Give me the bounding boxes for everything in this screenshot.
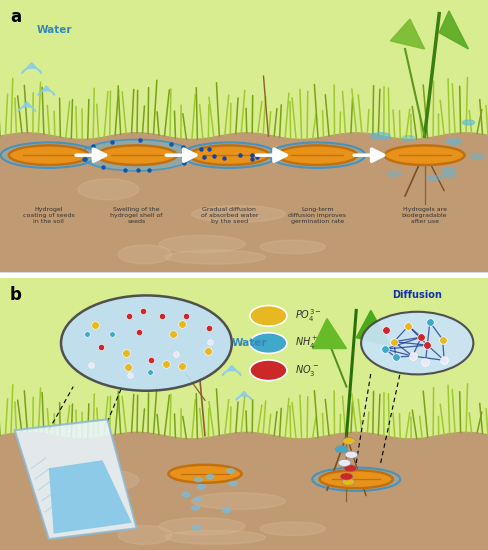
Text: Hydrogels are
biodegradable
after use: Hydrogels are biodegradable after use	[402, 207, 447, 224]
Ellipse shape	[385, 145, 465, 165]
Ellipse shape	[118, 525, 172, 544]
Text: Diffusion: Diffusion	[392, 289, 442, 300]
Circle shape	[182, 492, 190, 497]
Circle shape	[343, 438, 355, 444]
Polygon shape	[22, 63, 41, 74]
Circle shape	[361, 312, 473, 375]
Ellipse shape	[118, 245, 172, 264]
Ellipse shape	[189, 145, 269, 165]
Polygon shape	[49, 460, 132, 534]
Bar	[0, 278, 488, 436]
Ellipse shape	[402, 136, 416, 141]
Ellipse shape	[312, 468, 400, 491]
Ellipse shape	[470, 153, 485, 159]
Polygon shape	[390, 19, 425, 49]
Text: Swelling of the
hydrogel shell of
seeds: Swelling of the hydrogel shell of seeds	[110, 207, 163, 224]
Circle shape	[192, 506, 200, 510]
Polygon shape	[439, 11, 468, 49]
Ellipse shape	[1, 142, 97, 168]
Circle shape	[227, 469, 235, 473]
Polygon shape	[38, 86, 55, 95]
Circle shape	[193, 526, 201, 530]
Polygon shape	[312, 318, 346, 349]
Bar	[0, 109, 488, 136]
Ellipse shape	[78, 470, 139, 491]
Ellipse shape	[387, 171, 401, 177]
Circle shape	[345, 451, 358, 458]
Ellipse shape	[168, 465, 242, 483]
Circle shape	[194, 477, 202, 482]
Circle shape	[342, 478, 355, 486]
Polygon shape	[223, 365, 241, 376]
Circle shape	[223, 508, 230, 513]
Text: a: a	[10, 8, 21, 26]
Ellipse shape	[78, 179, 139, 200]
Ellipse shape	[165, 530, 265, 544]
Text: Water: Water	[37, 25, 72, 35]
Circle shape	[229, 481, 237, 486]
Ellipse shape	[97, 145, 177, 165]
Ellipse shape	[447, 139, 461, 144]
Ellipse shape	[81, 140, 193, 171]
Circle shape	[340, 473, 353, 480]
Bar	[0, 430, 488, 550]
Text: Hydrogel
coating of seeds
in the soil: Hydrogel coating of seeds in the soil	[23, 207, 75, 224]
Circle shape	[344, 465, 357, 472]
Circle shape	[250, 333, 287, 354]
Circle shape	[335, 446, 348, 453]
Circle shape	[338, 459, 351, 466]
Ellipse shape	[182, 142, 277, 168]
Circle shape	[206, 475, 214, 479]
Ellipse shape	[371, 133, 390, 140]
Ellipse shape	[269, 142, 365, 168]
Polygon shape	[236, 392, 252, 400]
Polygon shape	[15, 419, 137, 539]
Ellipse shape	[427, 175, 440, 181]
Circle shape	[194, 497, 202, 502]
Ellipse shape	[191, 493, 285, 509]
Ellipse shape	[320, 470, 393, 488]
Circle shape	[61, 295, 232, 390]
Ellipse shape	[165, 250, 265, 264]
Ellipse shape	[260, 522, 325, 536]
Circle shape	[250, 360, 287, 381]
Circle shape	[197, 485, 205, 489]
Bar	[0, 131, 488, 272]
Text: $NH_4^+$: $NH_4^+$	[295, 335, 319, 351]
Text: Gradual diffusion
of absorbed water
by the seed: Gradual diffusion of absorbed water by t…	[201, 207, 258, 224]
Ellipse shape	[462, 120, 474, 125]
Text: Water: Water	[232, 338, 267, 348]
Ellipse shape	[442, 168, 456, 173]
Ellipse shape	[277, 145, 357, 165]
Circle shape	[250, 305, 287, 326]
Text: $NO_3^-$: $NO_3^-$	[295, 363, 319, 378]
Text: $PO_4^{3-}$: $PO_4^{3-}$	[295, 307, 322, 324]
Ellipse shape	[441, 173, 455, 178]
Text: b: b	[10, 286, 21, 304]
Polygon shape	[356, 310, 390, 346]
Polygon shape	[18, 102, 36, 112]
Ellipse shape	[191, 206, 285, 222]
Bar	[0, 0, 488, 136]
Ellipse shape	[9, 145, 89, 165]
Text: Long-term
diffusion improves
germination rate: Long-term diffusion improves germination…	[288, 207, 346, 224]
Bar	[0, 409, 488, 436]
Ellipse shape	[160, 235, 245, 252]
Ellipse shape	[160, 518, 245, 535]
Ellipse shape	[260, 240, 325, 254]
